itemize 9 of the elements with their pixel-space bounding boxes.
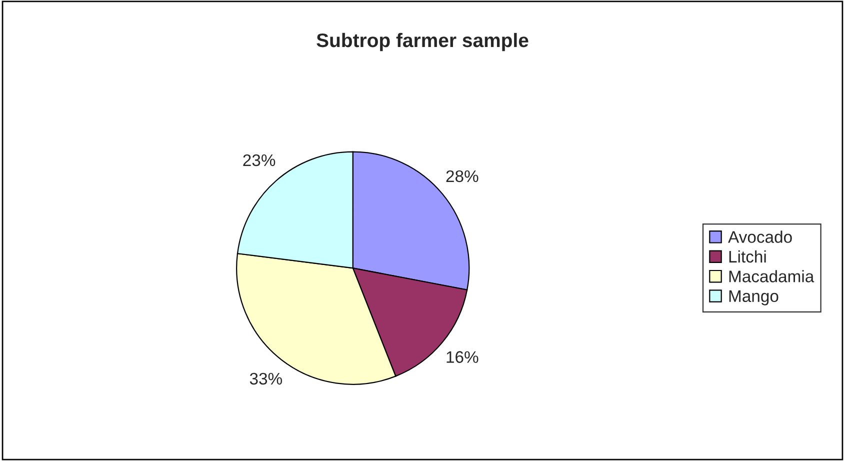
data-label: 33% bbox=[250, 372, 282, 385]
data-label: 28% bbox=[446, 170, 478, 182]
legend-label: Macadamia bbox=[729, 270, 814, 282]
data-label: 16% bbox=[446, 351, 478, 363]
chart-title: Subtrop farmer sample bbox=[316, 32, 528, 52]
legend-label: Avocado bbox=[728, 230, 792, 243]
data-label: 23% bbox=[243, 154, 276, 166]
legend-label: Litchi bbox=[729, 250, 766, 263]
legend-label: Mango bbox=[729, 290, 778, 306]
